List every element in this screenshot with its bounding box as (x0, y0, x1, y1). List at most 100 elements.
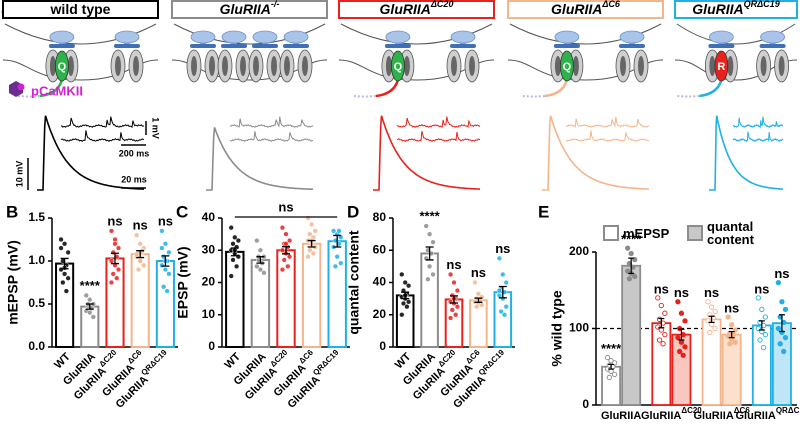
data-point (682, 318, 688, 324)
error-bar (498, 285, 507, 299)
error-bar (628, 257, 635, 275)
genotype-title-base: GluRIIA (551, 1, 602, 17)
data-point (404, 304, 410, 310)
active-zone (450, 30, 476, 44)
c-tail-deleted (17, 95, 40, 98)
data-point (762, 331, 769, 338)
data-point (402, 279, 408, 286)
significance-label: ns (495, 241, 510, 256)
active-zone (554, 30, 580, 44)
y-axis-label: % wild type (549, 290, 565, 366)
glur-subunit (560, 50, 574, 82)
data-point (775, 279, 782, 286)
y-tick-label: 20 (373, 307, 387, 321)
genotype-title: GluRIIA-/- (220, 0, 280, 17)
data-point (757, 337, 763, 343)
significance-label: ns (674, 285, 689, 300)
data-point (759, 306, 765, 313)
data-point (682, 344, 688, 350)
active-zone-base (48, 44, 75, 48)
significance-label: ns (654, 281, 669, 296)
data-point (660, 341, 666, 347)
data-point (257, 247, 264, 253)
data-point (474, 304, 480, 310)
y-tick-label: 60 (373, 242, 387, 256)
x-tick-label-superscript: ΔC20 (681, 406, 702, 415)
bar (651, 322, 672, 406)
data-point (604, 354, 611, 361)
data-point (705, 299, 711, 305)
active-zone (708, 30, 734, 44)
data-point (662, 331, 668, 338)
error-bar (658, 317, 665, 329)
data-point (65, 249, 71, 256)
receptor-pore (638, 56, 644, 76)
x-tick-label-superscript: ΔC6 (126, 348, 144, 366)
pcamkii-label: pCaMKII (31, 83, 83, 98)
data-point (777, 341, 783, 347)
x-tick-label-superscript: QRΔC19 (311, 348, 341, 378)
scale-label: 1 mV (151, 117, 161, 139)
data-point (279, 266, 286, 273)
y-axis-label: mEPSP (mV) (5, 240, 21, 325)
evoked-trace (206, 127, 314, 191)
data-point (453, 312, 459, 318)
data-point (108, 228, 115, 234)
x-tick-label-base: WT (52, 350, 73, 371)
data-point (162, 266, 169, 273)
data-point (775, 325, 782, 332)
data-point (338, 260, 344, 266)
data-point (228, 273, 234, 279)
error-bar (161, 255, 170, 267)
receptor-pore (271, 56, 277, 76)
genotype-title-superscript: ΔC6 (601, 0, 621, 9)
presynaptic-membrane (4, 23, 157, 45)
data-point (108, 279, 115, 286)
c-tail (544, 79, 569, 98)
legend-label: mEPSP (623, 226, 670, 241)
data-point (678, 310, 685, 316)
receptor-pore (222, 56, 228, 76)
subunit-label: Q (563, 61, 572, 73)
data-point (307, 231, 313, 237)
genotype-title-base: GluRIIA (380, 1, 431, 17)
bar (105, 257, 125, 349)
significance-label: **** (621, 232, 642, 247)
receptor-pore (469, 56, 475, 76)
data-point (732, 339, 738, 345)
genotype-title-superscript: -/- (271, 0, 280, 9)
y-tick-label: 40 (202, 210, 216, 224)
data-point (330, 228, 337, 234)
x-tick-label-superscript: ΔC6 (297, 348, 315, 366)
scale-label: 20 ms (121, 174, 147, 184)
receptor-pore (284, 56, 290, 76)
data-point (230, 241, 236, 247)
scale-label: 200 ms (119, 148, 150, 158)
receptor-pore (620, 56, 626, 76)
y-axis-label: quantal content (346, 230, 362, 335)
mini-trace (229, 131, 314, 142)
bar (771, 322, 792, 406)
receptor-pore (133, 56, 139, 76)
active-zone-base (619, 44, 645, 48)
receptor-pore (572, 56, 579, 76)
bar (301, 242, 322, 348)
data-point (658, 302, 664, 309)
active-zone-base (450, 44, 476, 48)
active-zone-base (221, 44, 247, 48)
data-point (61, 241, 68, 247)
y-tick-label: 0 (582, 397, 589, 411)
panel-letter: E (538, 202, 549, 221)
significance-label: ns (107, 213, 122, 228)
significance-label: ns (158, 213, 173, 228)
data-point (425, 276, 431, 282)
x-tick-label-base: WT (222, 350, 243, 371)
error-bar (111, 252, 119, 265)
scale-label: 10 mV (14, 161, 24, 188)
receptor-pore (760, 56, 767, 76)
error-bar (425, 246, 434, 261)
error-bar (60, 257, 69, 270)
x-tick-label-superscript: ΔC20 (98, 348, 119, 369)
data-point (87, 309, 93, 316)
genotype-title: GluRIIAΔC6 (551, 0, 621, 17)
